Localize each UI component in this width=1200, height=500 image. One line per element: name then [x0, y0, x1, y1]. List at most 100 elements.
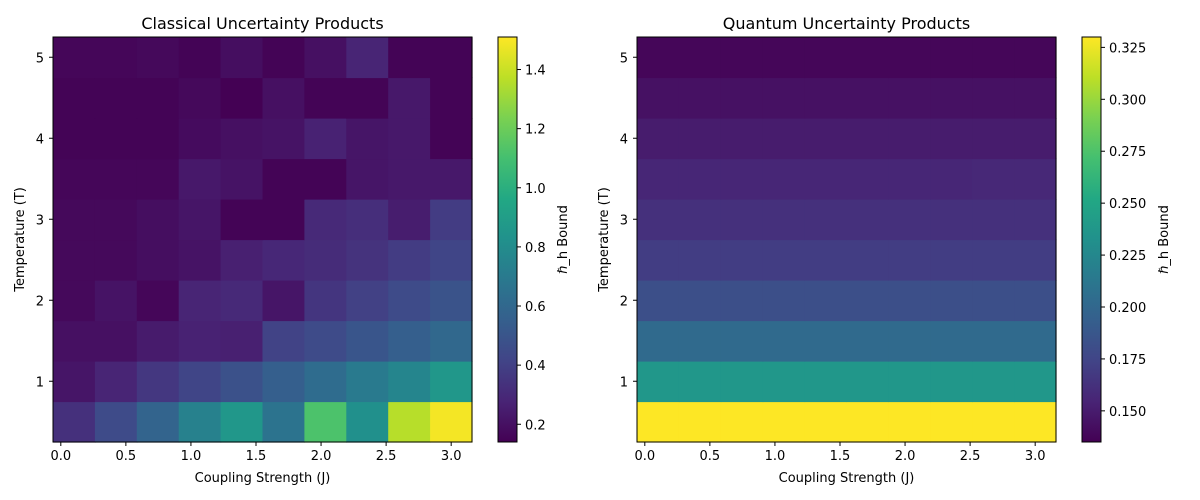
heatmap-cell — [304, 280, 347, 322]
heatmap-cell — [304, 401, 347, 443]
heatmap-cell — [136, 199, 180, 241]
heatmap-cell — [846, 158, 889, 200]
heatmap-cell — [678, 401, 722, 443]
colorbar-tick-label: 1.4 — [525, 64, 546, 79]
heatmap-cell — [930, 118, 973, 160]
x-tick-label: 0.0 — [50, 449, 71, 464]
heatmap-cell — [1014, 280, 1057, 322]
heatmap-cell — [220, 361, 264, 403]
heatmap-cell — [304, 158, 347, 200]
heatmap-cell — [762, 158, 806, 200]
heatmap-cell — [262, 401, 305, 443]
heatmap-cell — [136, 118, 180, 160]
heatmap-cell — [94, 361, 138, 403]
heatmap-cell — [220, 280, 264, 322]
colorbar-tick-label: 1.0 — [525, 182, 546, 197]
x-tick-label: 2.0 — [311, 449, 332, 464]
heatmap-cell — [388, 361, 431, 403]
heatmap-cell — [346, 320, 389, 362]
heatmap-cell — [678, 361, 722, 403]
heatmap-cell — [304, 37, 347, 79]
heatmap-cell — [972, 280, 1015, 322]
heatmap-cell — [678, 158, 722, 200]
heatmap-cell — [762, 239, 806, 281]
heatmap-cell — [136, 361, 180, 403]
heatmap-cell — [346, 280, 389, 322]
heatmap-cell — [678, 239, 722, 281]
heatmap-cell — [930, 239, 973, 281]
heatmap-cell — [804, 320, 848, 362]
heatmap-cell — [262, 361, 305, 403]
heatmap-cell — [262, 158, 305, 200]
heatmap-cell — [94, 401, 138, 443]
heatmap-cell — [430, 158, 473, 200]
heatmap-cell — [930, 199, 973, 241]
y-tick-label: 5 — [36, 51, 44, 66]
heatmap-cell — [637, 320, 680, 362]
colorbar-tick-label: 0.4 — [525, 359, 546, 374]
heatmap-cell — [930, 77, 973, 119]
heatmap-cell — [53, 77, 96, 119]
heatmap-cell — [388, 77, 431, 119]
heatmap-cell — [388, 401, 431, 443]
heatmap-cell — [846, 361, 889, 403]
heatmap-cell — [1014, 199, 1057, 241]
heatmap-cell — [1014, 158, 1057, 200]
heatmap-cell — [94, 37, 138, 79]
colorbar — [498, 37, 517, 442]
x-tick-label: 1.0 — [181, 449, 202, 464]
heatmap-cell — [262, 320, 305, 362]
heatmap-cell — [678, 199, 722, 241]
heatmap-cell — [304, 239, 347, 281]
colorbar-tick-label: 0.200 — [1109, 301, 1146, 316]
heatmap-cell — [304, 77, 347, 119]
heatmap-cell — [888, 239, 931, 281]
heatmap-cell — [304, 320, 347, 362]
quantum-heatmap-panel: 0.0 0.5 1.0 1.5 2.0 2.5 3.0 1 2 3 4 5 Quantum Uncert… — [597, 14, 1172, 486]
heatmap-cell — [220, 37, 264, 79]
heatmap-cell — [888, 280, 931, 322]
x-tick-label: 0.0 — [634, 449, 655, 464]
heatmap-cell — [972, 37, 1015, 79]
heatmap-cell — [53, 199, 96, 241]
heatmap-cell — [346, 239, 389, 281]
heatmap-cell — [637, 401, 680, 443]
heatmap-cell — [220, 239, 264, 281]
heatmap-cell — [762, 37, 806, 79]
chart-title: Classical Uncertainty Products — [141, 14, 383, 33]
x-tick-label: 3.0 — [441, 449, 462, 464]
y-tick-label: 4 — [36, 132, 44, 147]
heatmap-cell — [178, 37, 222, 79]
heatmap-cell — [178, 158, 222, 200]
heatmap-cell — [53, 37, 96, 79]
heatmap-cell — [94, 199, 138, 241]
heatmap-cell — [888, 118, 931, 160]
heatmap-cell — [720, 118, 764, 160]
classical-heatmap-panel: 0.0 0.5 1.0 1.5 2.0 2.5 3.0 1 2 3 4 5 Classical Unce… — [13, 14, 571, 486]
heatmap-cell — [888, 37, 931, 79]
heatmap-cell — [388, 118, 431, 160]
chart-title: Quantum Uncertainty Products — [723, 14, 970, 33]
colorbar-tick-label: 0.2 — [525, 418, 546, 433]
colorbar-label: ℏ_h Bound — [1157, 205, 1172, 274]
heatmap-cell — [1014, 37, 1057, 79]
heatmap-cell — [930, 158, 973, 200]
heatmap-cell — [304, 361, 347, 403]
colorbar-frame — [497, 36, 518, 443]
heatmap-cell — [1014, 401, 1057, 443]
heatmap-cell — [430, 37, 473, 79]
heatmap-cell — [637, 158, 680, 200]
heatmap-cell — [804, 158, 848, 200]
heatmap-cell — [136, 320, 180, 362]
heatmap-cell — [430, 118, 473, 160]
heatmap-cell — [804, 118, 848, 160]
heatmap-cell — [888, 320, 931, 362]
heatmap-cell — [678, 118, 722, 160]
heatmap-cell — [846, 401, 889, 443]
heatmap-cell — [720, 199, 764, 241]
heatmap-cell — [94, 239, 138, 281]
heatmap-cell — [846, 37, 889, 79]
heatmap-cell — [136, 158, 180, 200]
heatmap-cell — [846, 118, 889, 160]
heatmap-cell — [846, 280, 889, 322]
